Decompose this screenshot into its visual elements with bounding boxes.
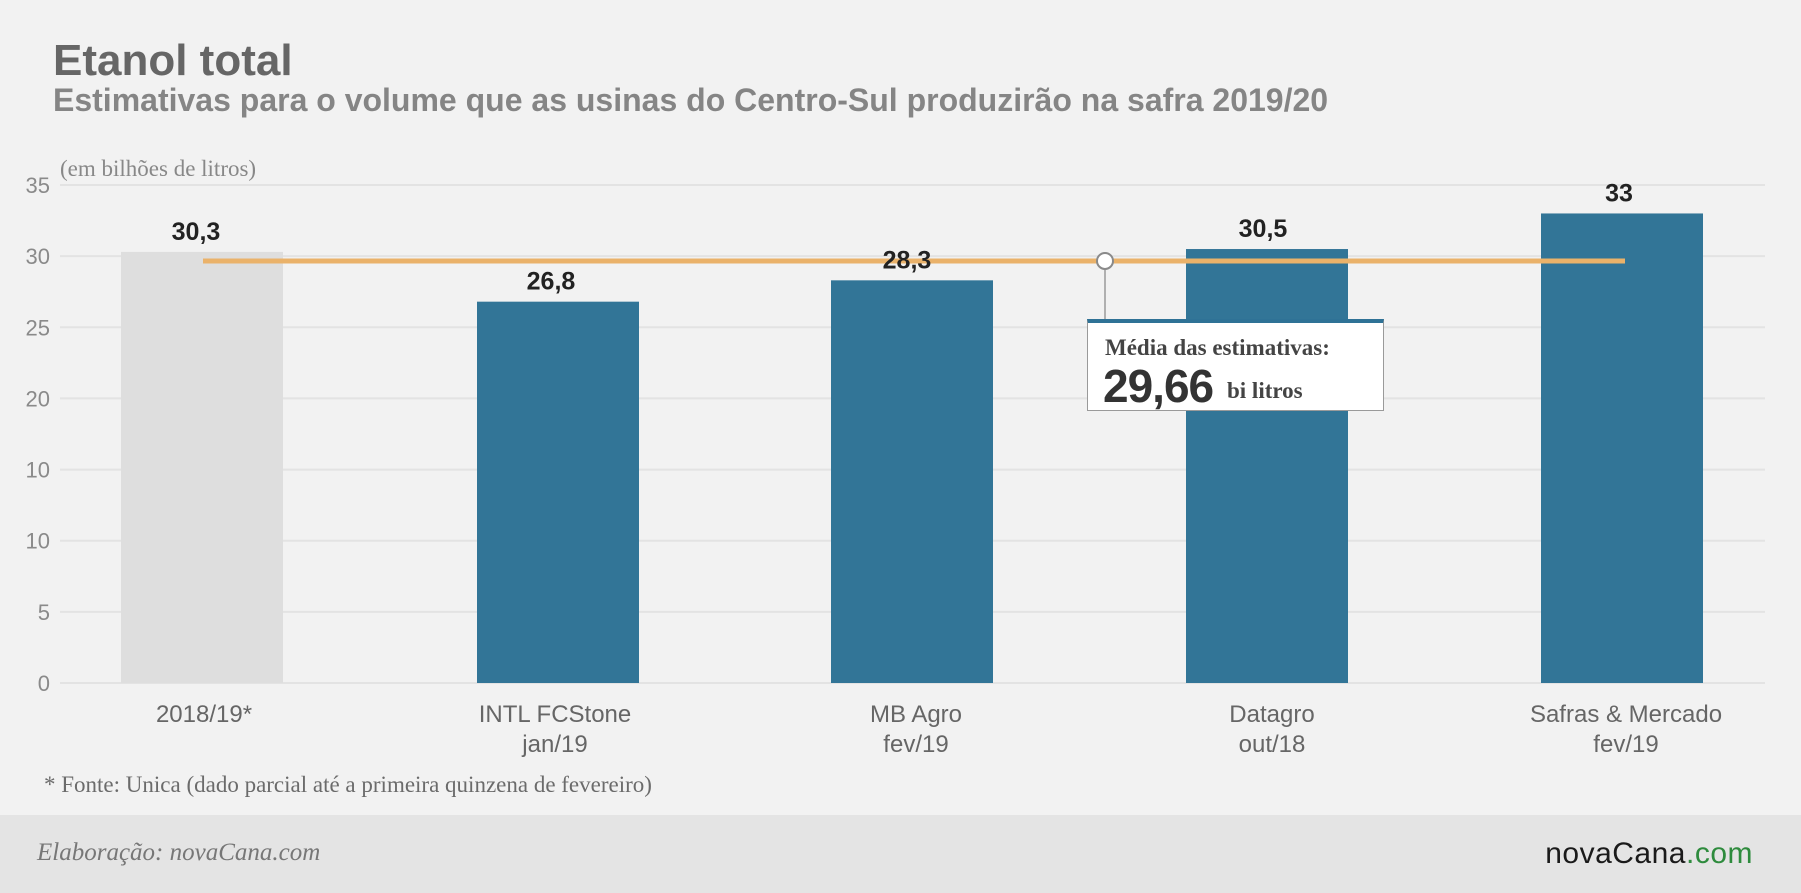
- bar: [1541, 213, 1703, 683]
- average-unit: bi litros: [1227, 378, 1303, 403]
- x-category-sublabel: fev/19: [883, 731, 948, 758]
- credit-text: Elaboração: novaCana.com: [37, 839, 321, 866]
- average-tooltip: Média das estimativas: 29,66 bi litros: [1087, 319, 1384, 412]
- footer-bar: Elaboração: novaCana.com novaCana.com: [0, 815, 1801, 893]
- y-tick-label: 20: [26, 386, 50, 411]
- y-tick-label: 10: [26, 529, 50, 554]
- x-category-label: Safras & Mercado: [1530, 701, 1722, 728]
- value-label: 30,3: [172, 218, 221, 246]
- unit-label: (em bilhões de litros): [60, 156, 256, 181]
- x-category-label: 2018/19*: [156, 701, 252, 728]
- x-category-label: MB Agro: [870, 701, 962, 728]
- bar: [477, 301, 639, 683]
- y-tick-label: 0: [38, 671, 50, 696]
- x-category-sublabel: out/18: [1239, 731, 1306, 758]
- y-tick-label: 30: [26, 244, 50, 269]
- value-label: 28,3: [883, 246, 932, 274]
- y-tick-label: 35: [26, 173, 50, 198]
- chart-title: Etanol total: [53, 36, 293, 85]
- x-category-sublabel: fev/19: [1593, 731, 1658, 758]
- y-tick-label: 25: [26, 315, 50, 340]
- average-label: Média das estimativas:: [1105, 335, 1330, 360]
- bar: [121, 251, 283, 684]
- x-category-label: INTL FCStone: [479, 701, 632, 728]
- value-label: 30,5: [1239, 215, 1288, 243]
- novacana-logo: novaCana.com: [1545, 837, 1753, 871]
- x-category-sublabel: jan/19: [521, 731, 587, 758]
- logo-suffix-text: .com: [1685, 837, 1753, 870]
- bar-chart: (em bilhões de litros) 0 5 10 10 20 25 30 35 30,3…: [26, 156, 1765, 758]
- average-value: 29,66: [1103, 360, 1214, 412]
- value-label: 26,8: [527, 268, 576, 296]
- y-tick-label: 5: [38, 600, 50, 625]
- logo-main-text: novaCana: [1545, 837, 1686, 870]
- x-category-label: Datagro: [1229, 701, 1314, 728]
- value-label: 33: [1605, 179, 1633, 207]
- y-tick-label: 10: [26, 458, 50, 483]
- bar: [1186, 249, 1348, 683]
- average-marker: [1096, 251, 1114, 270]
- chart-subtitle: Estimativas para o volume que as usinas …: [53, 82, 1329, 118]
- source-footnote: * Fonte: Unica (dado parcial até a prime…: [44, 772, 652, 797]
- bar: [831, 280, 993, 683]
